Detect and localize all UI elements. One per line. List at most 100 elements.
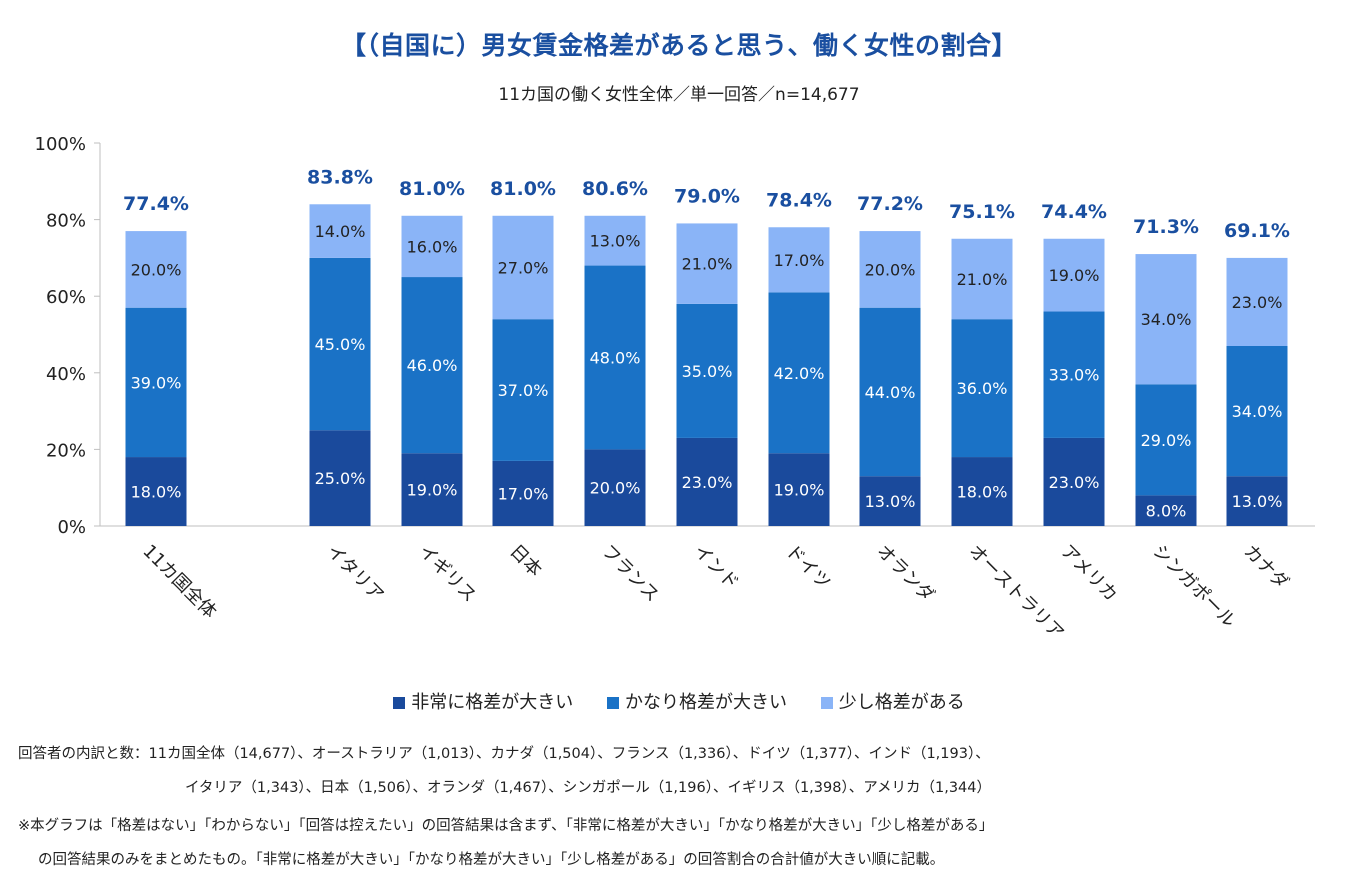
bar-segment-label: 27.0% <box>498 258 549 277</box>
bar-segment-label: 37.0% <box>498 381 549 400</box>
bar-segment-label: 18.0% <box>957 483 1008 502</box>
bar-segment-label: 17.0% <box>498 484 549 503</box>
bar-segment-label: 36.0% <box>957 379 1008 398</box>
bar-segment-label: 20.0% <box>590 479 641 498</box>
bar-segment-label: 46.0% <box>407 356 458 375</box>
bar-segment-label: 20.0% <box>865 260 916 279</box>
x-category-label: 日本 <box>505 541 545 581</box>
bar-segment <box>492 460 554 526</box>
x-category-label: 11カ国全体 <box>138 541 220 623</box>
x-category-label: オーストラリア <box>964 541 1067 644</box>
bar-segment <box>584 265 646 450</box>
legend-label-fairly-large: かなり格差が大きい <box>625 692 787 713</box>
bar-total-label: 71.3% <box>1133 216 1199 238</box>
bar-segment <box>676 223 738 304</box>
legend-swatch-dark <box>393 697 406 709</box>
bar-segment-label: 20.0% <box>131 260 182 279</box>
bar-segment <box>125 457 187 526</box>
bar-total-label: 77.4% <box>123 193 189 215</box>
x-category-label: フランス <box>597 541 663 607</box>
bar-segment-label: 45.0% <box>315 335 366 354</box>
bar-segment <box>492 319 554 461</box>
legend-item-very-large: 非常に格差が大きい <box>393 688 573 714</box>
bar-segment <box>492 215 554 320</box>
bar-total-label: 80.6% <box>582 178 648 200</box>
bar-segment-label: 25.0% <box>315 469 366 488</box>
bar-segment <box>1135 495 1197 526</box>
bar-total-label: 74.4% <box>1041 201 1107 223</box>
x-category-label: シンガポール <box>1148 541 1239 632</box>
bar-segment-label: 14.0% <box>315 222 366 241</box>
bar-segment-label: 34.0% <box>1232 402 1283 421</box>
x-category-label: ドイツ <box>781 541 834 594</box>
bar-segment-label: 33.0% <box>1049 366 1100 385</box>
bar-segment-label: 42.0% <box>774 364 825 383</box>
bar-segment <box>768 453 830 526</box>
legend: 非常に格差が大きい かなり格差が大きい 少し格差がある <box>0 688 1358 714</box>
x-category-label: インド <box>689 541 742 594</box>
stacked-bar-chart: 0% 20% 40% 60% 80% 100% 18.0% 39.0% 20.0% 77.4% 11… <box>35 134 1315 644</box>
bar-segment-label: 17.0% <box>774 251 825 270</box>
bar-segment-label: 13.0% <box>1232 492 1283 511</box>
note-scope-line1: ※本グラフは「格差はない」「わからない」「回答は控えたい」の回答結果は含まず、「… <box>18 818 994 834</box>
legend-swatch-mid <box>607 697 619 709</box>
bar-segment-label: 21.0% <box>957 270 1008 289</box>
x-category-label: オランダ <box>872 541 938 607</box>
y-tick-label: 20% <box>46 440 86 461</box>
bar-segment-label: 19.0% <box>407 481 458 500</box>
bar-segment <box>951 457 1013 526</box>
bar-segment <box>584 449 646 526</box>
bar-segment <box>1043 437 1105 526</box>
bar-total-label: 81.0% <box>490 178 556 200</box>
bar-segment <box>951 238 1013 320</box>
legend-item-some: 少し格差がある <box>820 688 965 714</box>
bar-segment <box>401 277 463 454</box>
bar-segment <box>859 476 921 526</box>
bar-segment <box>1226 476 1288 526</box>
bar-total-label: 81.0% <box>399 178 465 200</box>
bar-segment <box>1226 345 1288 477</box>
bar-segment <box>125 307 187 458</box>
chart-subtitle: 11カ国の働く女性全体／単一回答／n=14,677 <box>498 85 860 105</box>
bar-segment <box>859 307 921 477</box>
bar-segment <box>309 204 371 258</box>
bar-segment <box>1135 254 1197 385</box>
bar-segment <box>309 430 371 526</box>
bar-segment <box>309 257 371 431</box>
bar-total-label: 77.2% <box>857 193 923 215</box>
legend-item-fairly-large: かなり格差が大きい <box>607 688 787 714</box>
bar-segment-label: 23.0% <box>1232 293 1283 312</box>
note-respondents-line1: 回答者の内訳と数：11カ国全体（14,677）、オーストラリア（1,013）、カ… <box>18 746 990 762</box>
chart-title: 【（自国に）男女賃金格差があると思う、働く女性の割合】 <box>340 31 1017 60</box>
bar-segment-label: 13.0% <box>865 492 916 511</box>
x-category-label: イタリア <box>322 541 387 606</box>
bar-segment-label: 29.0% <box>1141 431 1192 450</box>
bar-segment <box>676 437 738 526</box>
note-respondents-line2: イタリア（1,343）、日本（1,506）、オランダ（1,467）、シンガポール… <box>185 780 992 796</box>
bar-segment-label: 8.0% <box>1146 502 1187 521</box>
bar-segment <box>951 319 1013 458</box>
legend-swatch-light <box>820 697 833 709</box>
x-category-label: アメリカ <box>1056 541 1121 606</box>
bar-segment <box>676 303 738 438</box>
bar-segment <box>584 215 646 266</box>
bar-segment-label: 21.0% <box>682 255 733 274</box>
bar-segment <box>768 292 830 454</box>
legend-label-some: 少し格差がある <box>838 692 965 713</box>
bar-total-label: 69.1% <box>1224 220 1290 242</box>
y-tick-label: 100% <box>35 134 86 155</box>
bar-segment-label: 16.0% <box>407 237 458 256</box>
bar-segment <box>1043 311 1105 438</box>
bar-total-label: 75.1% <box>949 201 1015 223</box>
bar-segment <box>125 231 187 308</box>
bar-segment <box>401 215 463 278</box>
bar-segment-label: 19.0% <box>1049 266 1100 285</box>
bar-segment-label: 19.0% <box>774 481 825 500</box>
y-tick-label: 40% <box>46 364 86 385</box>
bar-segment-label: 44.0% <box>865 383 916 402</box>
bar-segment-label: 35.0% <box>682 362 733 381</box>
bar-segment <box>1226 257 1288 346</box>
bar-total-label: 78.4% <box>766 189 832 211</box>
bar-segment-label: 18.0% <box>131 483 182 502</box>
x-category-label: カナダ <box>1239 541 1292 594</box>
